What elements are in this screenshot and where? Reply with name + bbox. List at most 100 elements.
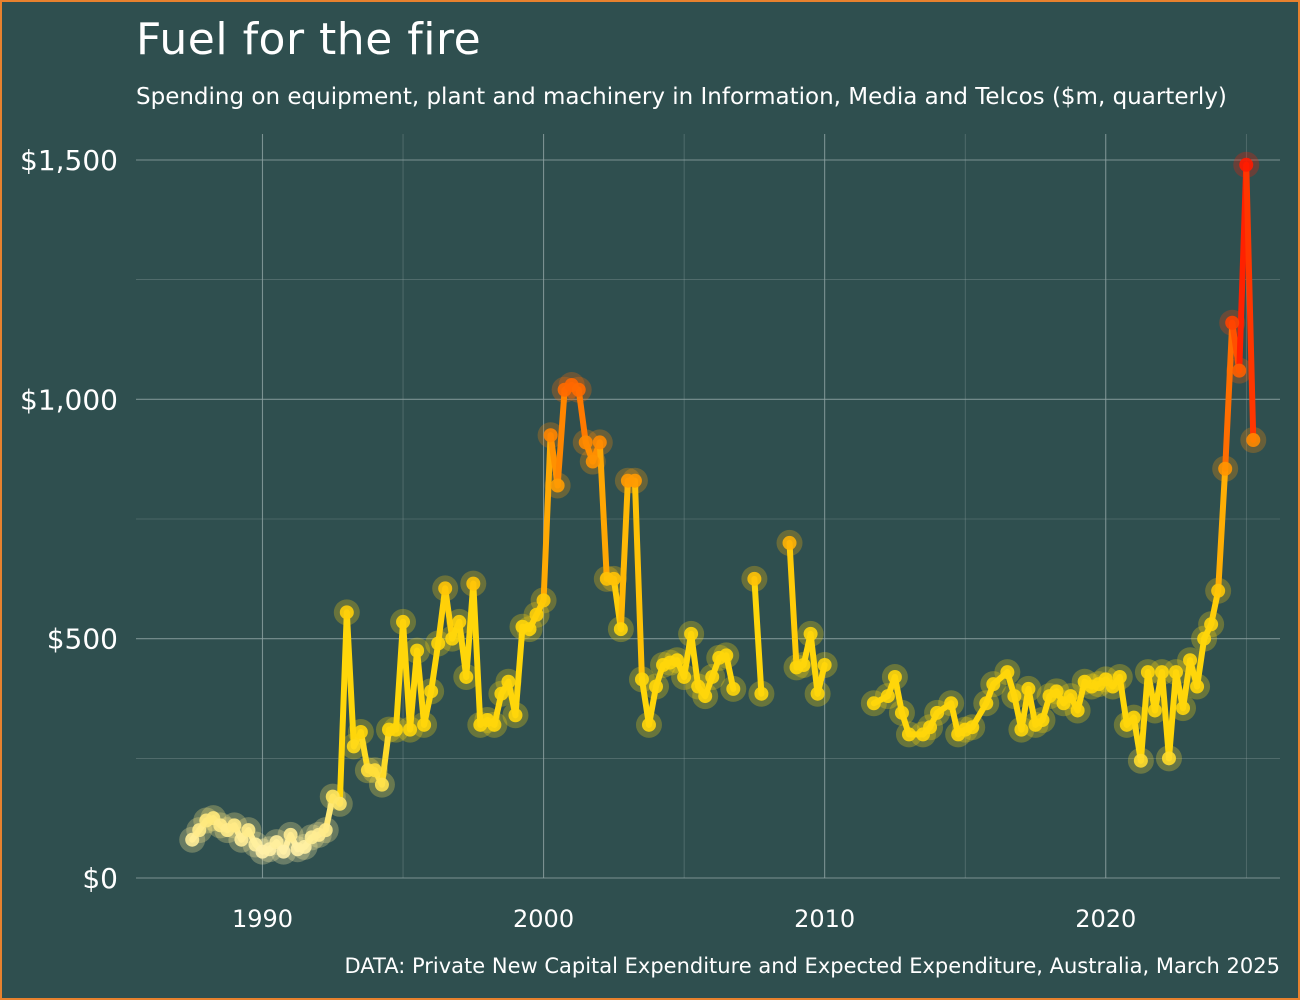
- data-point: [374, 777, 389, 792]
- data-point: [1190, 679, 1205, 694]
- data-point: [887, 669, 902, 684]
- series-line-segment: [631, 477, 645, 683]
- x-tick-label: 2020: [1075, 905, 1136, 933]
- data-point: [810, 686, 825, 701]
- data-point: [403, 722, 418, 737]
- data-point: [1225, 315, 1240, 330]
- data-point: [417, 717, 432, 732]
- data-point: [817, 657, 832, 672]
- axes: $0 $500 $1,000 $1,500 1990 2000 2010 2020: [20, 144, 1136, 933]
- data-point: [1105, 679, 1120, 694]
- series-line-segment: [378, 726, 392, 788]
- data-point: [979, 696, 994, 711]
- data-point: [466, 576, 481, 591]
- data-point: [346, 739, 361, 754]
- data-point: [1035, 713, 1050, 728]
- data-point: [1169, 665, 1183, 680]
- data-point: [424, 684, 439, 699]
- data-point: [353, 725, 368, 740]
- data-point: [1070, 703, 1085, 718]
- data-point: [1197, 631, 1212, 646]
- data-point: [1063, 689, 1078, 704]
- data-point: [986, 677, 1001, 692]
- data-point: [571, 382, 586, 397]
- data-point: [269, 835, 284, 850]
- data-point: [1183, 653, 1198, 668]
- data-point: [227, 818, 242, 833]
- data-point: [396, 614, 411, 629]
- series-line-segment: [1194, 635, 1208, 690]
- data-point: [522, 622, 537, 637]
- series-line-segment: [807, 630, 821, 697]
- data-point: [431, 636, 446, 651]
- data-point: [452, 614, 467, 629]
- data-point: [1246, 433, 1261, 448]
- y-tick-label: $1,000: [20, 383, 118, 416]
- data-point: [536, 593, 551, 608]
- data-point: [550, 478, 565, 493]
- data-point: [677, 669, 692, 684]
- data-point: [894, 705, 909, 720]
- data-point: [606, 571, 621, 586]
- data-points: [185, 157, 1261, 859]
- data-point: [543, 428, 558, 443]
- data-point: [241, 823, 256, 838]
- data-point: [747, 571, 762, 586]
- series-line-segment: [343, 609, 357, 750]
- data-point: [684, 626, 699, 641]
- data-point: [1218, 461, 1233, 476]
- data-point: [944, 696, 959, 711]
- data-point: [1007, 689, 1022, 704]
- data-point: [866, 696, 881, 711]
- data-point: [754, 686, 769, 701]
- data-point: [1049, 684, 1064, 699]
- data-point: [508, 708, 523, 723]
- data-point: [1133, 753, 1148, 768]
- data-point: [1140, 665, 1155, 680]
- series-line-segment: [428, 640, 442, 695]
- data-point: [283, 827, 298, 842]
- data-point: [796, 657, 811, 672]
- data-point: [627, 473, 642, 488]
- chart-subtitle: Spending on equipment, plant and machine…: [136, 84, 1227, 110]
- data-point: [332, 796, 347, 811]
- x-tick-label: 1990: [232, 905, 293, 933]
- series-line-segment: [575, 386, 589, 446]
- data-point: [367, 763, 382, 778]
- series-line-segment: [1116, 673, 1130, 728]
- data-point: [318, 823, 333, 838]
- data-point: [726, 681, 741, 696]
- y-tick-label: $500: [47, 623, 118, 656]
- data-point: [1126, 710, 1141, 725]
- page-title: Fuel for the fire: [136, 14, 482, 65]
- data-point: [494, 686, 509, 701]
- data-point: [585, 454, 600, 469]
- data-source-note: DATA: Private New Capital Expenditure an…: [344, 954, 1280, 978]
- series-line-segment: [442, 585, 456, 642]
- series-line-segment: [470, 580, 484, 728]
- data-point: [930, 705, 945, 720]
- series-line-segment: [617, 477, 631, 633]
- data-point: [901, 727, 916, 742]
- series-line-segment: [540, 432, 554, 604]
- data-point: [705, 669, 720, 684]
- x-tick-label: 2010: [794, 905, 855, 933]
- data-point: [185, 832, 200, 847]
- data-point: [613, 622, 628, 637]
- data-point: [965, 720, 980, 735]
- data-point: [782, 535, 797, 550]
- data-point: [719, 648, 734, 663]
- data-point: [1154, 665, 1169, 680]
- data-point: [880, 689, 895, 704]
- data-point: [234, 832, 249, 847]
- data-point: [1021, 681, 1036, 696]
- series-line-segment: [1165, 669, 1179, 762]
- data-point: [297, 839, 312, 854]
- series-line-segment: [751, 575, 765, 697]
- data-point: [1161, 751, 1176, 766]
- data-point: [578, 435, 593, 450]
- data-point: [1204, 617, 1219, 632]
- data-point: [698, 689, 713, 704]
